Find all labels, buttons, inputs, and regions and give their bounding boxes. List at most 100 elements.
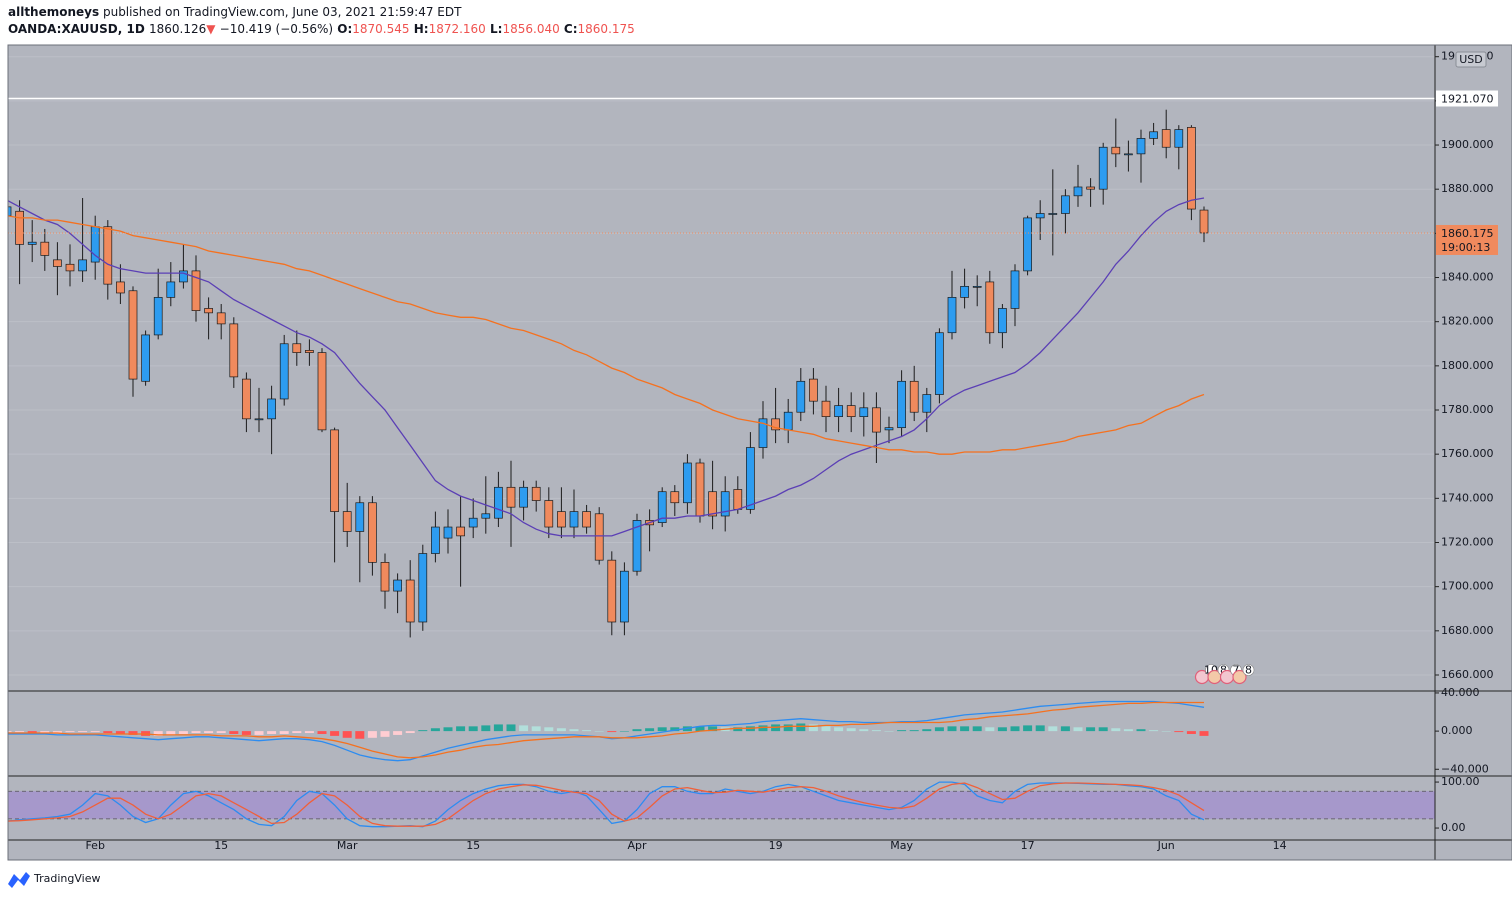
histogram-bar (254, 731, 264, 735)
candle-body (683, 462, 692, 504)
y-tick-label: 0.000 (1441, 724, 1473, 737)
histogram-bar (783, 724, 793, 732)
candle-body (972, 286, 982, 288)
histogram-bar (997, 727, 1007, 732)
histogram-bar (367, 731, 377, 738)
candle-body (317, 352, 327, 431)
candle-body (569, 511, 579, 528)
moving-average (8, 215, 1205, 455)
candle-body (733, 489, 743, 510)
event-count: 8 (1220, 664, 1227, 677)
candle-body (884, 427, 894, 431)
histogram-bar (733, 727, 743, 732)
histogram-bar (670, 727, 680, 732)
histogram-bar (544, 727, 554, 732)
candle-body (708, 491, 717, 517)
candle-body (582, 511, 591, 528)
histogram-bar (695, 726, 705, 732)
histogram-bar (178, 731, 188, 734)
candle-body (254, 418, 264, 421)
histogram-bar (1199, 731, 1209, 736)
currency: USD (1459, 53, 1483, 66)
event-count: 8 (1245, 664, 1252, 677)
histogram-bar (317, 731, 327, 734)
candle-body (998, 308, 1007, 334)
histogram-bar (708, 726, 718, 732)
arrow: ▼ (206, 22, 216, 36)
logo: TradingView (8, 872, 100, 888)
histogram-bar (380, 731, 390, 737)
candle-body (141, 334, 150, 382)
candle-body (594, 513, 604, 561)
x-tick-label: Mar (337, 839, 358, 852)
candle-body (481, 513, 491, 519)
change: −10.419 (−0.56%) (220, 22, 333, 36)
candle-body (746, 447, 755, 510)
histogram-bar (456, 726, 466, 732)
k-line (8, 781, 1205, 828)
candle-body (15, 210, 24, 245)
last-price-label: 1860.175 (1441, 227, 1494, 240)
candle-body (1073, 186, 1083, 197)
signal-line (8, 701, 1204, 759)
x-tick-label: Apr (627, 839, 647, 852)
y-tick-label: −40.000 (1441, 762, 1489, 775)
hline-label: 1921.070 (1441, 93, 1494, 106)
chart-layer: 1660.0001680.0001700.0001720.0001740.000… (8, 50, 1498, 852)
candle-body (229, 323, 239, 378)
histogram-bar (556, 728, 566, 732)
candle-body (531, 486, 541, 501)
histogram-bar (960, 726, 970, 732)
histogram-bar (1123, 729, 1133, 732)
x-tick-label: Feb (85, 839, 104, 852)
histogram-bar (1111, 728, 1121, 732)
candle-body (204, 308, 213, 314)
histogram-bar (821, 726, 831, 732)
candle-body (1035, 213, 1045, 219)
histogram-bar (103, 731, 113, 734)
publisher: allthemoneys (8, 5, 99, 19)
candle-body (935, 332, 944, 395)
event-count: 7 (1233, 664, 1240, 677)
histogram-bar (443, 727, 453, 732)
y-tick-label: 1800.000 (1441, 359, 1494, 372)
histogram-bar (859, 729, 869, 732)
histogram-bar (166, 731, 176, 735)
histogram-bar (922, 729, 932, 732)
candle-body (418, 553, 428, 623)
histogram-bar (430, 728, 440, 732)
histogram-bar (947, 726, 957, 732)
candle-body (809, 378, 818, 402)
histogram-bar (985, 727, 995, 732)
band-fill (8, 791, 1435, 819)
histogram-bar (897, 730, 907, 732)
high-label: H: (414, 22, 429, 36)
candle-body (456, 526, 465, 537)
open-label: O: (337, 22, 352, 36)
candle-body (519, 486, 528, 508)
candle-body (1161, 129, 1171, 148)
last: 1860.126 (149, 22, 206, 36)
candle-body (1048, 213, 1058, 215)
candle-body (720, 491, 730, 517)
histogram-bar (405, 731, 415, 734)
histogram-bar (493, 724, 503, 732)
histogram-bar (619, 731, 629, 732)
histogram-bar (1035, 725, 1045, 732)
histogram-bar (15, 731, 25, 733)
y-tick-label: 1660.000 (1441, 668, 1494, 681)
histogram-bar (1023, 725, 1033, 732)
candle-body (859, 407, 869, 417)
candle-body (8, 206, 12, 217)
candle-body (405, 579, 415, 623)
x-tick-label: Jun (1157, 839, 1175, 852)
d-line (8, 782, 1205, 827)
histogram-bar (569, 729, 579, 732)
histogram-bar (115, 731, 125, 734)
low: 1856.040 (502, 22, 559, 36)
currency-box (1455, 51, 1487, 68)
x-tick-label: May (890, 839, 913, 852)
histogram-bar (506, 724, 516, 732)
candle-body (872, 407, 881, 433)
chart-frame (7, 44, 1512, 861)
